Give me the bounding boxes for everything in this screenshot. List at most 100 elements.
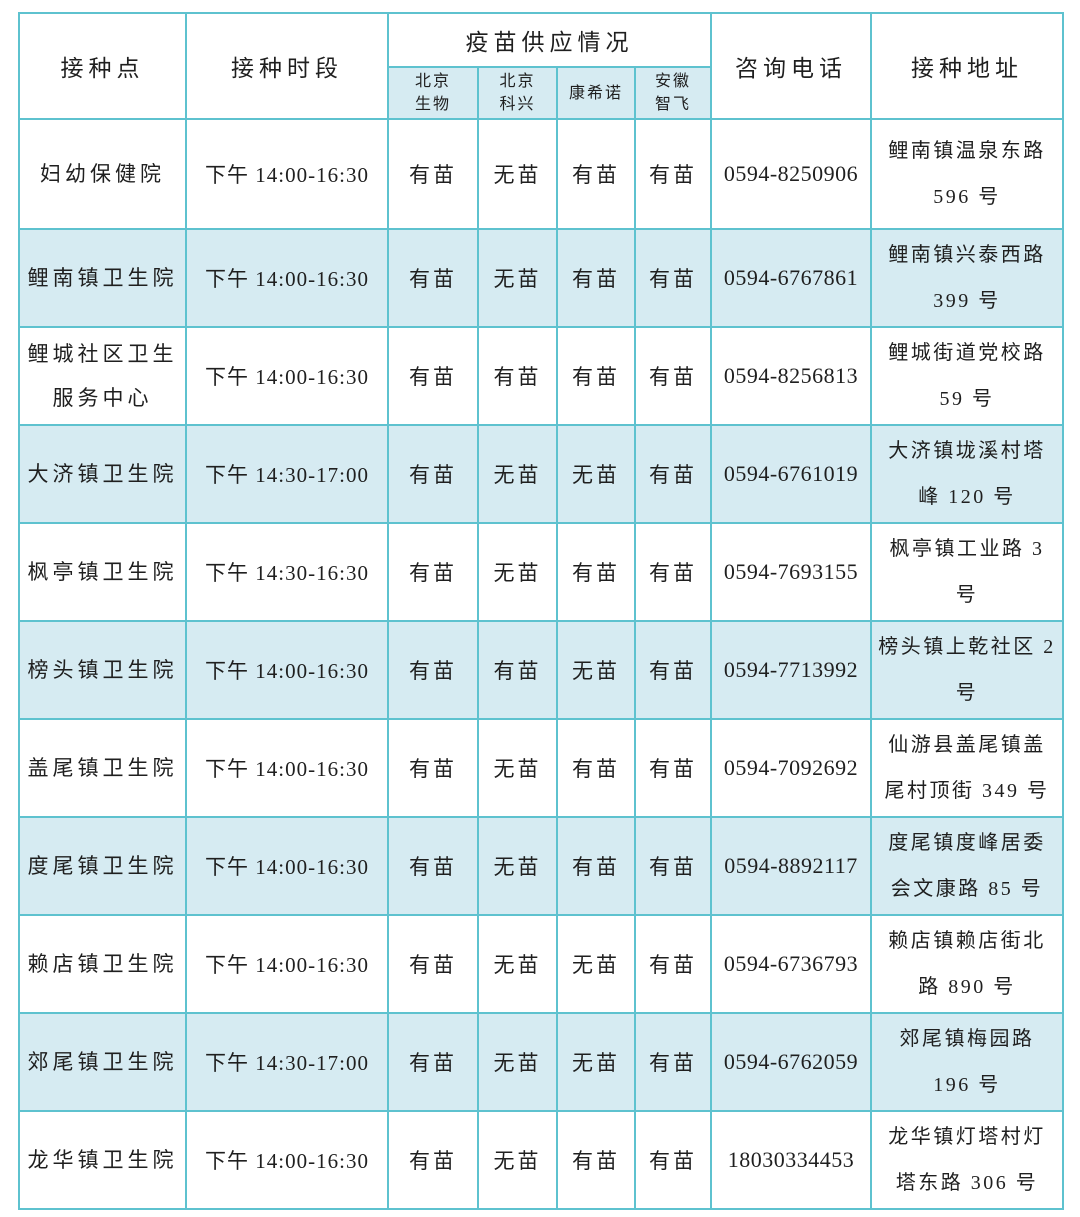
phone-cell: 0594-6762059 [710, 1012, 872, 1113]
address-cell: 郊尾镇梅园路 196 号 [870, 1012, 1064, 1113]
table-row: 鲤城社区卫生服务中心 下午 14:00-16:30 有苗 有苗 有苗 有苗 05… [18, 326, 1064, 427]
supply-beijing-kexing-cell: 有苗 [477, 326, 558, 427]
supply-beijing-shengwu-cell: 有苗 [387, 522, 479, 623]
supply-beijing-kexing-cell: 无苗 [477, 522, 558, 623]
table-row: 鲤南镇卫生院 下午 14:00-16:30 有苗 无苗 有苗 有苗 0594-6… [18, 228, 1064, 329]
supply-kangxinuo-cell: 有苗 [556, 1110, 636, 1211]
header-phone: 咨询电话 [710, 11, 872, 121]
supply-kangxinuo-cell: 有苗 [556, 522, 636, 623]
time-slot-cell: 下午 14:30-16:30 [185, 522, 389, 623]
table-row: 龙华镇卫生院 下午 14:00-16:30 有苗 无苗 有苗 有苗 180303… [18, 1110, 1064, 1211]
supply-kangxinuo-cell: 有苗 [556, 718, 636, 819]
site-name-cell: 榜头镇卫生院 [18, 620, 187, 721]
supply-anhui-zhifei-cell: 有苗 [634, 228, 712, 329]
supply-kangxinuo-cell: 有苗 [556, 816, 636, 917]
supply-beijing-shengwu-cell: 有苗 [387, 118, 479, 231]
supply-kangxinuo-cell: 无苗 [556, 914, 636, 1015]
supply-kangxinuo-cell: 有苗 [556, 326, 636, 427]
supply-beijing-kexing-cell: 无苗 [477, 914, 558, 1015]
supply-beijing-shengwu-cell: 有苗 [387, 326, 479, 427]
supply-beijing-kexing-cell: 无苗 [477, 1012, 558, 1113]
supply-anhui-zhifei-cell: 有苗 [634, 326, 712, 427]
supply-beijing-shengwu-cell: 有苗 [387, 718, 479, 819]
address-cell: 度尾镇度峰居委会文康路 85 号 [870, 816, 1064, 917]
supply-kangxinuo-cell: 有苗 [556, 118, 636, 231]
header-vaccine-beijing-kexing: 北京 科兴 [477, 65, 558, 121]
time-slot-cell: 下午 14:00-16:30 [185, 326, 389, 427]
site-name-cell: 赖店镇卫生院 [18, 914, 187, 1015]
address-cell: 枫亭镇工业路 3 号 [870, 522, 1064, 623]
header-vaccine-anhui-zhifei: 安徽 智飞 [634, 65, 712, 121]
supply-anhui-zhifei-cell: 有苗 [634, 118, 712, 231]
phone-cell: 0594-8892117 [710, 816, 872, 917]
site-name-cell: 鲤南镇卫生院 [18, 228, 187, 329]
site-name-cell: 度尾镇卫生院 [18, 816, 187, 917]
time-slot-cell: 下午 14:00-16:30 [185, 816, 389, 917]
supply-beijing-kexing-cell: 无苗 [477, 118, 558, 231]
supply-anhui-zhifei-cell: 有苗 [634, 424, 712, 525]
table-row: 妇幼保健院 下午 14:00-16:30 有苗 无苗 有苗 有苗 0594-82… [18, 118, 1064, 231]
supply-beijing-kexing-cell: 无苗 [477, 228, 558, 329]
supply-beijing-shengwu-cell: 有苗 [387, 424, 479, 525]
supply-anhui-zhifei-cell: 有苗 [634, 718, 712, 819]
header-vaccine-beijing-shengwu: 北京 生物 [387, 65, 479, 121]
phone-cell: 0594-7693155 [710, 522, 872, 623]
table-row: 大济镇卫生院 下午 14:30-17:00 有苗 无苗 无苗 有苗 0594-6… [18, 424, 1064, 525]
time-slot-cell: 下午 14:00-16:30 [185, 914, 389, 1015]
time-slot-cell: 下午 14:00-16:30 [185, 620, 389, 721]
header-supply: 疫苗供应情况 [387, 12, 712, 68]
phone-cell: 0594-7713992 [710, 620, 872, 721]
supply-beijing-kexing-cell: 无苗 [477, 718, 558, 819]
time-slot-cell: 下午 14:00-16:30 [185, 118, 389, 231]
time-slot-cell: 下午 14:00-16:30 [185, 228, 389, 329]
address-cell: 大济镇垅溪村塔峰 120 号 [870, 424, 1064, 525]
supply-anhui-zhifei-cell: 有苗 [634, 1012, 712, 1113]
time-slot-cell: 下午 14:30-17:00 [185, 424, 389, 525]
table-row: 赖店镇卫生院 下午 14:00-16:30 有苗 无苗 无苗 有苗 0594-6… [18, 914, 1064, 1015]
table-row: 枫亭镇卫生院 下午 14:30-16:30 有苗 无苗 有苗 有苗 0594-7… [18, 522, 1064, 623]
supply-beijing-shengwu-cell: 有苗 [387, 816, 479, 917]
phone-cell: 0594-8256813 [710, 326, 872, 427]
supply-beijing-kexing-cell: 有苗 [477, 620, 558, 721]
site-name-cell: 妇幼保健院 [18, 118, 187, 231]
header-address: 接种地址 [870, 11, 1064, 121]
header-vaccine-kangxinuo: 康希诺 [556, 65, 636, 121]
site-name-cell: 鲤城社区卫生服务中心 [18, 326, 187, 427]
phone-cell: 0594-6767861 [710, 228, 872, 329]
address-cell: 榜头镇上乾社区 2 号 [870, 620, 1064, 721]
time-slot-cell: 下午 14:30-17:00 [185, 1012, 389, 1113]
time-slot-cell: 下午 14:00-16:30 [185, 718, 389, 819]
address-cell: 鲤南镇兴泰西路 399 号 [870, 228, 1064, 329]
supply-anhui-zhifei-cell: 有苗 [634, 522, 712, 623]
table-body: 妇幼保健院 下午 14:00-16:30 有苗 无苗 有苗 有苗 0594-82… [18, 118, 1064, 1211]
time-slot-cell: 下午 14:00-16:30 [185, 1110, 389, 1211]
phone-cell: 0594-8250906 [710, 118, 872, 231]
supply-beijing-shengwu-cell: 有苗 [387, 1110, 479, 1211]
phone-cell: 18030334453 [710, 1110, 872, 1211]
supply-beijing-shengwu-cell: 有苗 [387, 228, 479, 329]
address-cell: 赖店镇赖店街北路 890 号 [870, 914, 1064, 1015]
phone-cell: 0594-7092692 [710, 718, 872, 819]
site-name-cell: 郊尾镇卫生院 [18, 1012, 187, 1113]
header-time: 接种时段 [185, 11, 389, 121]
address-cell: 鲤城街道党校路 59 号 [870, 326, 1064, 427]
supply-anhui-zhifei-cell: 有苗 [634, 1110, 712, 1211]
supply-kangxinuo-cell: 无苗 [556, 424, 636, 525]
phone-cell: 0594-6761019 [710, 424, 872, 525]
address-cell: 仙游县盖尾镇盖尾村顶街 349 号 [870, 718, 1064, 819]
supply-kangxinuo-cell: 无苗 [556, 620, 636, 721]
table-row: 郊尾镇卫生院 下午 14:30-17:00 有苗 无苗 无苗 有苗 0594-6… [18, 1012, 1064, 1113]
supply-beijing-kexing-cell: 无苗 [477, 424, 558, 525]
table-row: 榜头镇卫生院 下午 14:00-16:30 有苗 有苗 无苗 有苗 0594-7… [18, 620, 1064, 721]
supply-anhui-zhifei-cell: 有苗 [634, 620, 712, 721]
table-row: 盖尾镇卫生院 下午 14:00-16:30 有苗 无苗 有苗 有苗 0594-7… [18, 718, 1064, 819]
supply-beijing-kexing-cell: 无苗 [477, 816, 558, 917]
supply-beijing-shengwu-cell: 有苗 [387, 914, 479, 1015]
address-cell: 龙华镇灯塔村灯塔东路 306 号 [870, 1110, 1064, 1211]
phone-cell: 0594-6736793 [710, 914, 872, 1015]
site-name-cell: 盖尾镇卫生院 [18, 718, 187, 819]
supply-anhui-zhifei-cell: 有苗 [634, 914, 712, 1015]
address-cell: 鲤南镇温泉东路 596 号 [870, 118, 1064, 231]
header-site: 接种点 [18, 11, 187, 121]
